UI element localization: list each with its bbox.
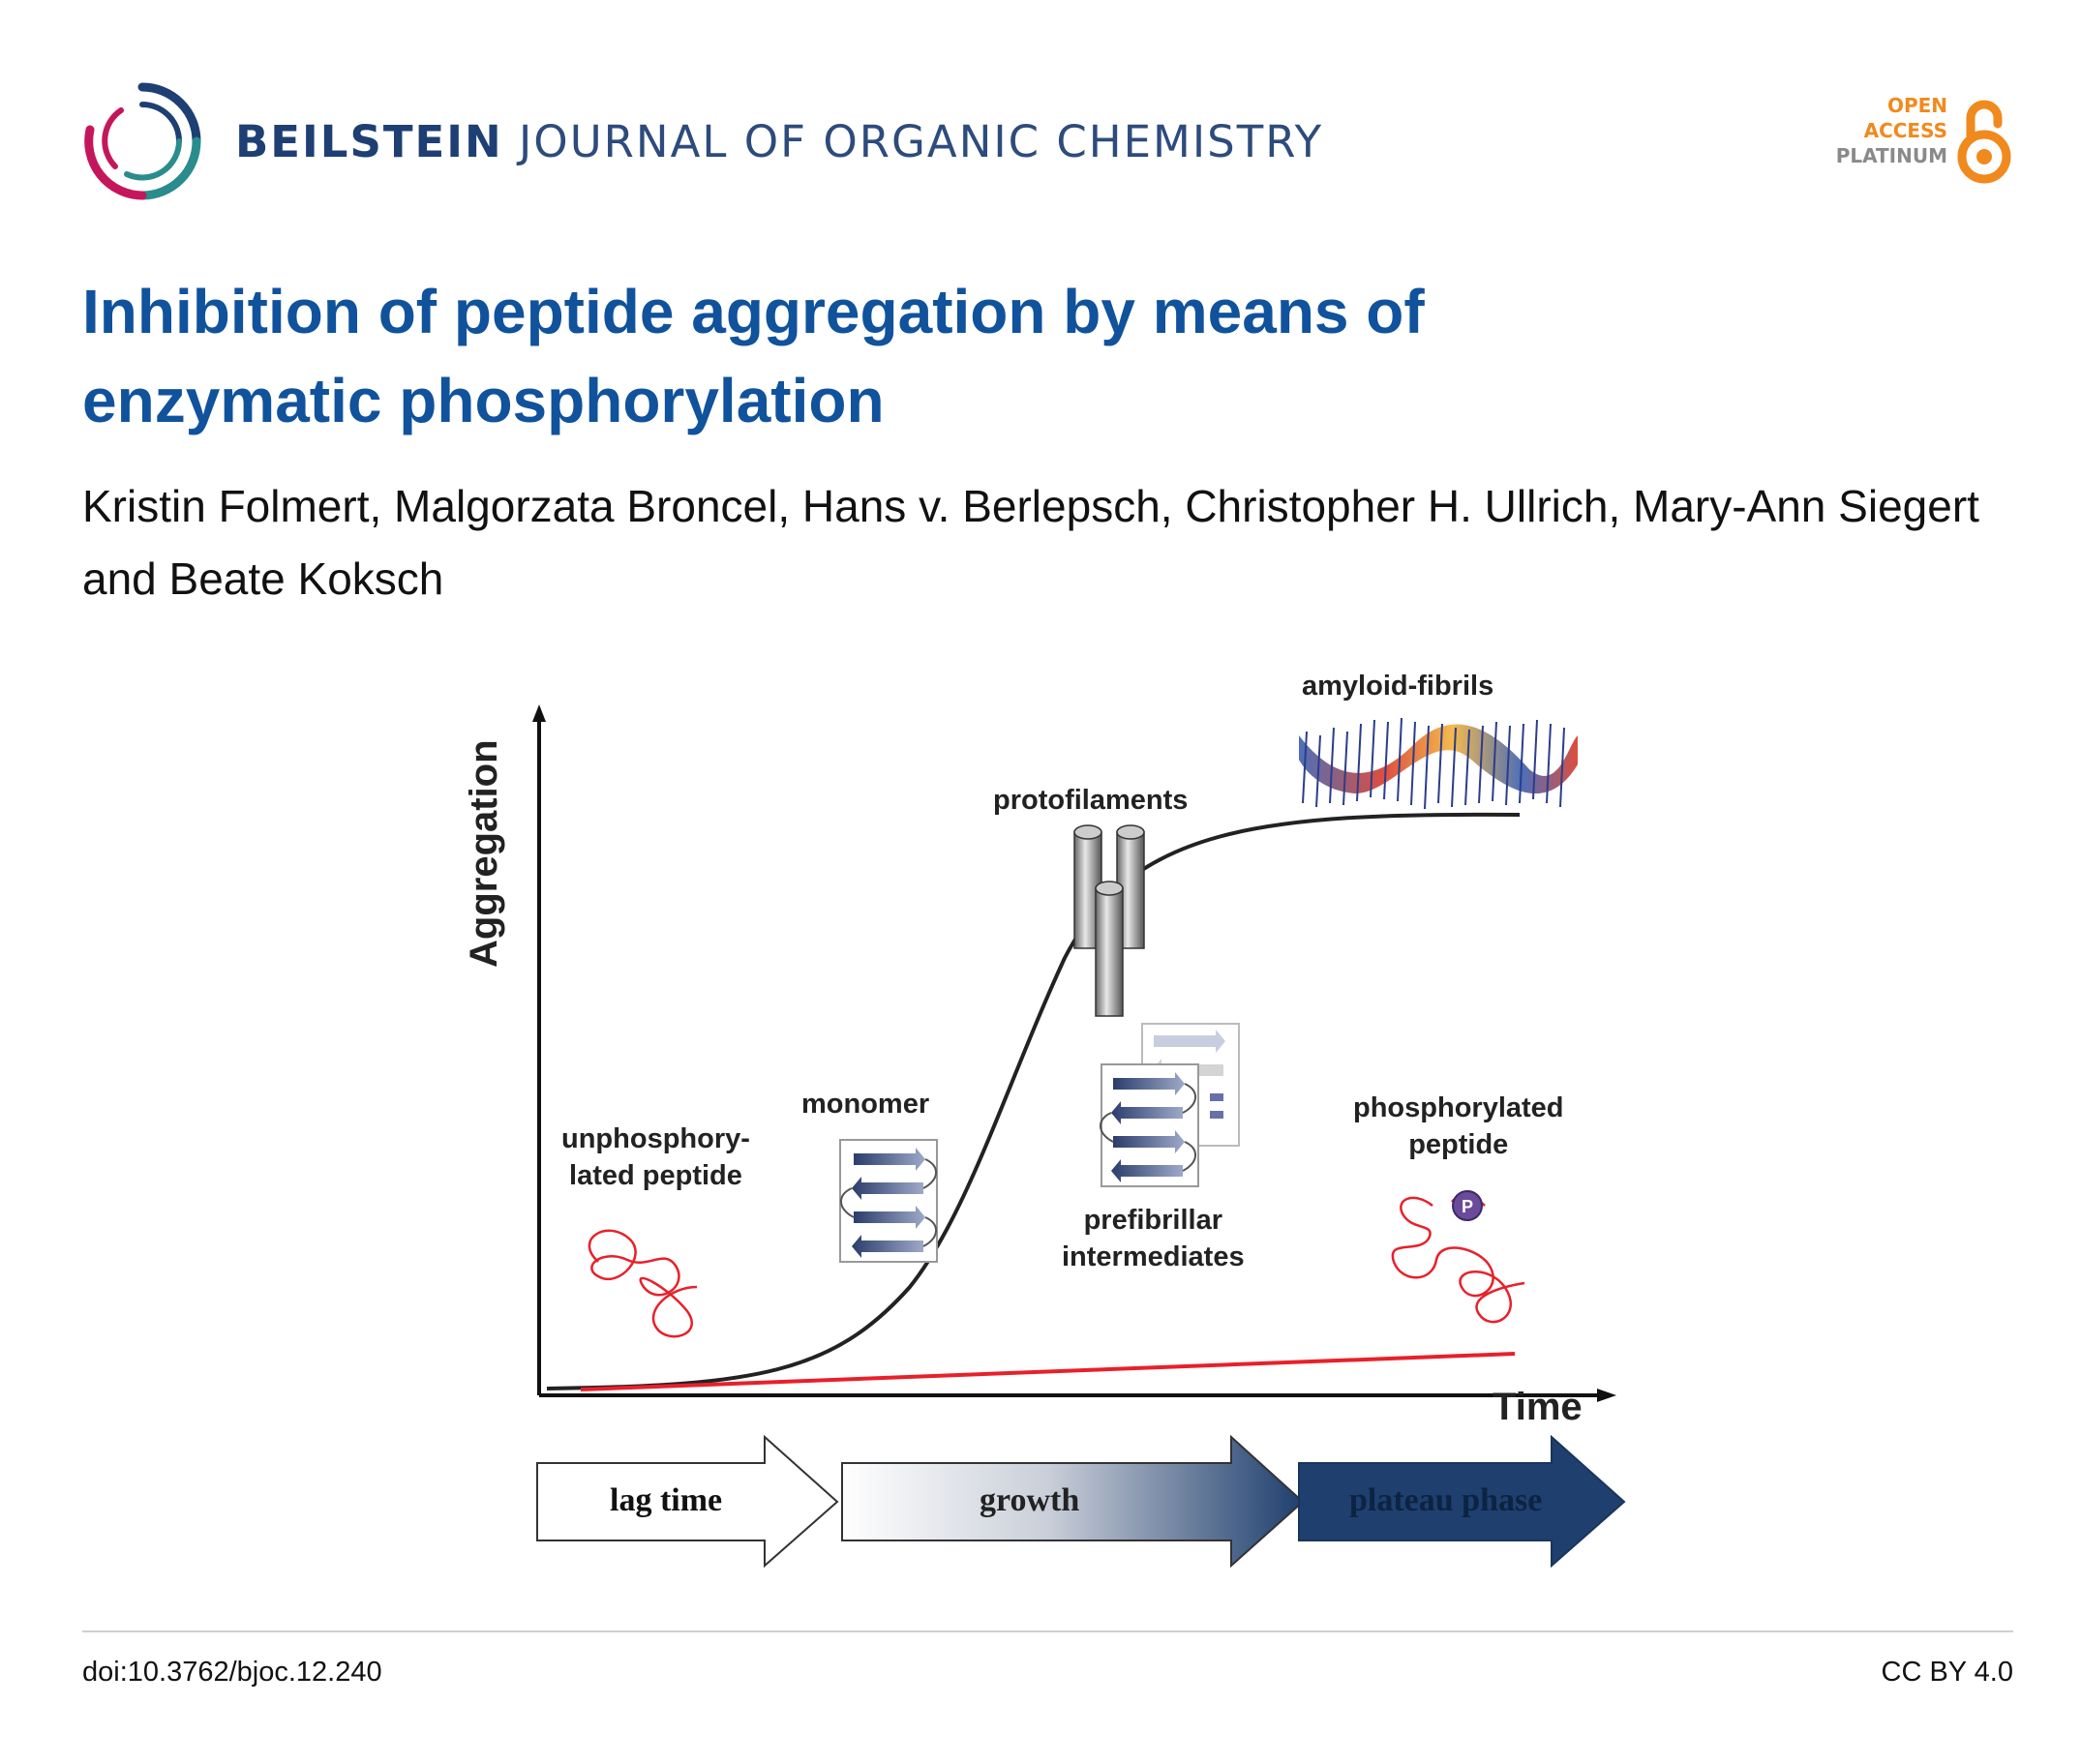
article-title: Inhibition of peptide aggregation by mea… xyxy=(82,277,1425,435)
growth-arrow xyxy=(841,1434,1305,1569)
plateau-phase-label: plateau phase xyxy=(1349,1482,1543,1518)
prefibrillar-intermediates-label: prefibrillar intermediates xyxy=(1062,1202,1245,1275)
open-access-badge: OPEN ACCESS PLATINUM xyxy=(1820,93,2013,190)
amyloid-fibrils-label: amyloid-fibrils xyxy=(1302,671,1494,702)
protofilaments-cylinders xyxy=(1073,824,1145,1017)
x-axis-label: Time xyxy=(1493,1386,1583,1428)
open-access-text: OPEN ACCESS PLATINUM xyxy=(1836,93,1947,168)
license-text: CC BY 4.0 xyxy=(1881,1657,2013,1688)
doi-text: doi:10.3762/bjoc.12.240 xyxy=(82,1657,382,1688)
oa-access-label: ACCESS xyxy=(1863,119,1947,142)
phosphorylated-label-line1: phosphorylated xyxy=(1353,1092,1564,1123)
unphosphorylated-aggregation-curve xyxy=(546,812,1521,1390)
lag-time-arrow xyxy=(536,1434,839,1569)
article-authors: Kristin Folmert, Malgorzata Broncel, Han… xyxy=(82,481,1979,604)
open-access-lock-icon xyxy=(1957,100,2011,184)
phosphorylated-label-line2: peptide xyxy=(1408,1129,1509,1160)
prefibrillar-label-line1: prefibrillar xyxy=(1083,1205,1222,1236)
phase-arrows xyxy=(536,1434,1626,1569)
beilstein-logo-icon xyxy=(84,82,201,200)
y-axis-label: Aggregation xyxy=(463,739,505,968)
lag-time-label: lag time xyxy=(610,1482,723,1518)
journal-header: BEILSTEIN JOURNAL OF ORGANIC CHEMISTRY O… xyxy=(82,81,2013,207)
monomer-sheet xyxy=(839,1139,938,1263)
x-axis-arrowhead xyxy=(1597,1389,1616,1402)
protofilaments-label: protofilaments xyxy=(993,785,1189,816)
growth-label: growth xyxy=(980,1482,1080,1518)
y-axis-arrowhead xyxy=(532,704,546,722)
prefibrillar-label-line2: intermediates xyxy=(1062,1241,1245,1272)
journal-subtitle: JOURNAL OF ORGANIC CHEMISTRY xyxy=(519,116,1324,167)
plateau-phase-arrow xyxy=(1298,1434,1626,1569)
phosphorylated-peptide: P xyxy=(1391,1190,1525,1324)
oa-platinum-label: PLATINUM xyxy=(1835,144,1947,167)
journal-brand: BEILSTEIN xyxy=(235,116,503,167)
journal-name: BEILSTEIN JOURNAL OF ORGANIC CHEMISTRY xyxy=(235,116,1323,167)
graphical-abstract: P Aggregation Time amyloid-fibrils proto… xyxy=(463,668,1665,1587)
phosphorylated-aggregation-line xyxy=(580,1352,1516,1391)
phosphate-marker-label: P xyxy=(1462,1197,1473,1216)
phosphorylated-peptide-label: phosphorylated peptide xyxy=(1353,1090,1564,1163)
unphosphorylated-label-line2: lated peptide xyxy=(569,1160,742,1191)
unphosphorylated-peptide-coil xyxy=(588,1229,698,1338)
footer-divider xyxy=(82,1630,2013,1632)
oa-open-label: OPEN xyxy=(1886,94,1947,117)
axes xyxy=(532,704,1616,1402)
prefibrillar-intermediates-sheets xyxy=(1100,1023,1240,1187)
phosphate-marker-icon xyxy=(1452,1190,1483,1221)
aggregation-diagram: P xyxy=(532,704,1626,1569)
unphosphorylated-peptide-label: unphosphory- lated peptide xyxy=(561,1121,750,1194)
monomer-label: monomer xyxy=(801,1089,930,1120)
unphosphorylated-label-line1: unphosphory- xyxy=(561,1123,750,1154)
amyloid-fibrils-image xyxy=(1299,717,1578,810)
